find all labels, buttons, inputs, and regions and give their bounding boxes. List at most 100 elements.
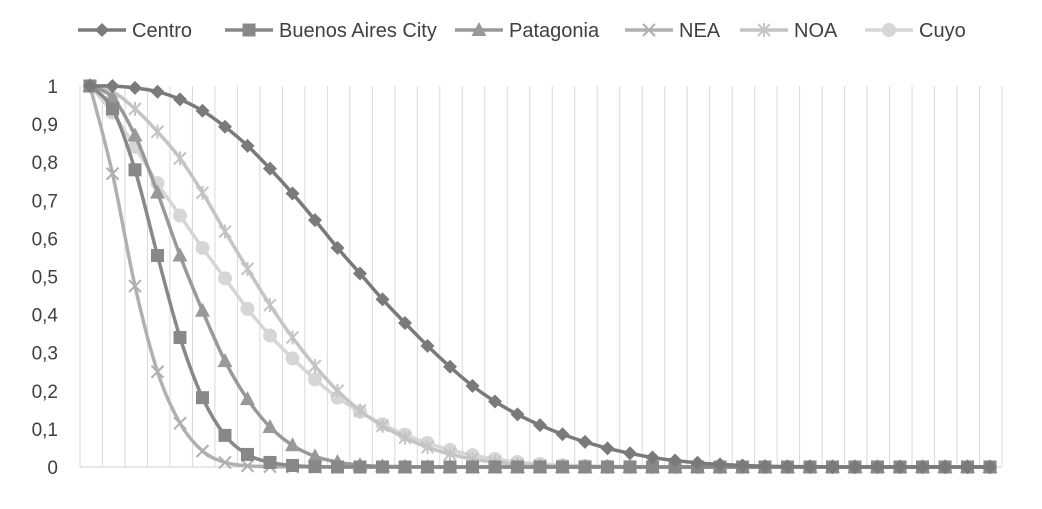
data-point bbox=[757, 23, 771, 37]
data-point bbox=[286, 458, 299, 472]
data-point bbox=[173, 151, 187, 166]
data-point bbox=[105, 79, 120, 93]
data-point bbox=[578, 434, 592, 449]
data-point bbox=[375, 292, 390, 307]
data-point bbox=[173, 330, 187, 344]
data-point bbox=[882, 23, 896, 37]
y-tick-label: 0,3 bbox=[32, 344, 58, 365]
data-point bbox=[758, 459, 772, 474]
vertical-gridlines bbox=[79, 86, 1003, 468]
data-point bbox=[241, 447, 254, 461]
data-point bbox=[488, 394, 502, 409]
data-point bbox=[533, 460, 547, 474]
data-point bbox=[195, 240, 210, 255]
data-point bbox=[398, 430, 412, 445]
data-point bbox=[376, 460, 389, 474]
data-point bbox=[983, 460, 997, 474]
data-point bbox=[938, 460, 952, 474]
legend-label: NEA bbox=[679, 20, 721, 42]
data-point bbox=[556, 460, 569, 474]
data-point bbox=[848, 460, 862, 474]
y-tick-label: 1 bbox=[47, 77, 58, 98]
y-axis: 0 0,1 0,2 0,3 0,4 0,5 0,6 0,7 0,8 0,9 1 bbox=[32, 77, 59, 479]
data-point bbox=[690, 455, 705, 470]
data-point bbox=[668, 453, 682, 468]
legend-label: Centro bbox=[132, 20, 192, 42]
data-point bbox=[488, 460, 502, 474]
data-point bbox=[285, 437, 300, 452]
legend-item: Patagonia bbox=[455, 20, 600, 42]
data-point bbox=[105, 166, 120, 181]
data-point bbox=[443, 447, 457, 462]
y-tick-label: 0,7 bbox=[32, 191, 58, 212]
data-point bbox=[533, 418, 547, 433]
data-point bbox=[420, 440, 435, 455]
data-point bbox=[578, 460, 592, 474]
series-cuyo bbox=[83, 79, 997, 474]
y-tick-label: 0 bbox=[47, 458, 58, 479]
data-point bbox=[173, 208, 187, 223]
data-point bbox=[398, 460, 412, 474]
data-point bbox=[95, 23, 109, 37]
data-point bbox=[240, 301, 255, 316]
data-point bbox=[218, 224, 232, 239]
legend-item: NEA bbox=[625, 20, 721, 42]
data-point bbox=[825, 460, 840, 474]
data-point bbox=[240, 261, 255, 276]
data-point bbox=[217, 353, 233, 368]
data-point bbox=[870, 460, 885, 474]
data-point bbox=[466, 460, 479, 474]
data-point bbox=[218, 455, 232, 470]
data-point bbox=[151, 249, 164, 263]
data-point bbox=[471, 22, 487, 36]
y-tick-label: 0,8 bbox=[32, 153, 58, 174]
data-point bbox=[645, 450, 660, 465]
legend-label: NOA bbox=[794, 20, 838, 42]
data-point bbox=[173, 416, 187, 430]
data-point bbox=[285, 330, 300, 345]
data-point bbox=[353, 403, 367, 418]
series-centro bbox=[83, 79, 997, 474]
data-point bbox=[240, 459, 255, 473]
data-point bbox=[195, 302, 210, 317]
y-tick-label: 0,4 bbox=[32, 306, 59, 327]
data-point bbox=[105, 89, 120, 104]
data-point bbox=[128, 279, 142, 293]
data-point bbox=[353, 266, 367, 281]
data-point bbox=[375, 418, 390, 433]
data-point bbox=[172, 247, 188, 262]
data-point bbox=[150, 124, 165, 139]
data-point bbox=[421, 460, 434, 474]
y-tick-label: 0,1 bbox=[32, 420, 58, 441]
data-point bbox=[646, 460, 659, 474]
data-point bbox=[218, 428, 232, 442]
data-point bbox=[218, 119, 232, 134]
y-tick-label: 0,6 bbox=[32, 229, 58, 250]
data-point bbox=[601, 460, 614, 474]
data-point bbox=[218, 271, 232, 286]
data-point bbox=[263, 298, 277, 313]
data-point bbox=[150, 84, 165, 99]
legend-label: Buenos Aires City bbox=[279, 20, 437, 42]
data-point bbox=[196, 391, 209, 405]
data-point bbox=[623, 446, 637, 461]
data-point bbox=[195, 185, 210, 200]
legend-item: Centro bbox=[78, 20, 192, 42]
data-point bbox=[735, 458, 750, 473]
legend-label: Patagonia bbox=[509, 20, 600, 42]
data-point bbox=[308, 372, 322, 387]
data-point bbox=[960, 460, 975, 474]
data-point bbox=[150, 184, 165, 199]
data-point bbox=[285, 351, 300, 366]
data-point bbox=[915, 460, 930, 474]
data-point bbox=[331, 460, 344, 474]
data-point bbox=[600, 441, 615, 456]
data-point bbox=[262, 418, 278, 433]
y-tick-label: 0,9 bbox=[32, 115, 58, 136]
data-point bbox=[308, 359, 322, 374]
legend-item: NOA bbox=[740, 20, 838, 42]
data-point bbox=[780, 459, 795, 474]
data-point bbox=[128, 80, 142, 95]
data-point bbox=[803, 459, 817, 474]
